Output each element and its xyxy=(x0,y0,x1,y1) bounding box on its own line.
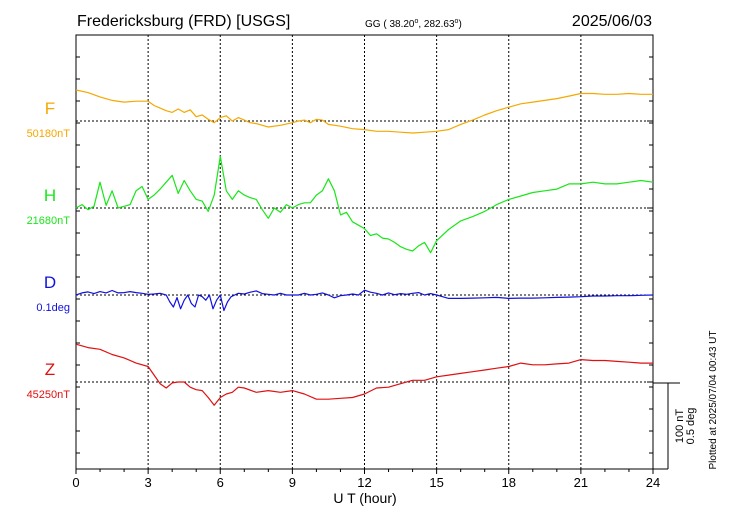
series-baseline-label-z: 45250nT xyxy=(27,389,71,401)
series-baselines xyxy=(76,120,653,383)
x-tick-label: 18 xyxy=(502,475,516,490)
x-axis-ticks: 0 3 6 9 12 15 18 21 24 xyxy=(72,56,660,490)
series-line-h xyxy=(75,155,654,254)
series-line-d xyxy=(75,289,654,312)
scale-label-deg: 0.5 deg xyxy=(685,408,697,445)
series-name-f: F xyxy=(45,99,55,118)
x-tick-label: 12 xyxy=(357,475,371,490)
series-name-h: H xyxy=(44,186,56,205)
series-baseline-label-f: 50180nT xyxy=(27,128,71,140)
scale-bar: 100 nT 0.5 deg xyxy=(653,382,697,470)
scale-label-nt: 100 nT xyxy=(674,409,686,444)
chart-date: 2025/06/03 xyxy=(572,13,652,30)
x-tick-label: 0 xyxy=(72,475,79,490)
series-labels: F 50180nT H 21680nT D 0.1deg Z 45250nT xyxy=(27,99,71,401)
x-tick-label: 21 xyxy=(574,475,588,490)
x-axis-label: U T (hour) xyxy=(333,490,396,506)
x-tick-label: 3 xyxy=(145,475,152,490)
x-tick-label: 6 xyxy=(217,475,224,490)
series-name-d: D xyxy=(44,273,56,292)
chart-title: Fredericksburg (FRD) [USGS] xyxy=(77,13,290,30)
plotted-note: Plotted at 2025/07/04 00:43 UT xyxy=(708,331,719,470)
x-tick-label: 15 xyxy=(429,475,443,490)
x-tick-label: 24 xyxy=(646,475,660,490)
x-tick-label: 9 xyxy=(289,475,296,490)
coordinates-label: GG ( 38.20o, 282.63o) xyxy=(365,18,462,30)
series-baseline-label-h: 21680nT xyxy=(27,215,71,227)
series-baseline-label-d: 0.1deg xyxy=(36,302,70,314)
series-name-z: Z xyxy=(45,360,55,379)
series-lines xyxy=(75,89,654,406)
series-line-z xyxy=(75,343,653,406)
series-line-f xyxy=(75,89,653,134)
